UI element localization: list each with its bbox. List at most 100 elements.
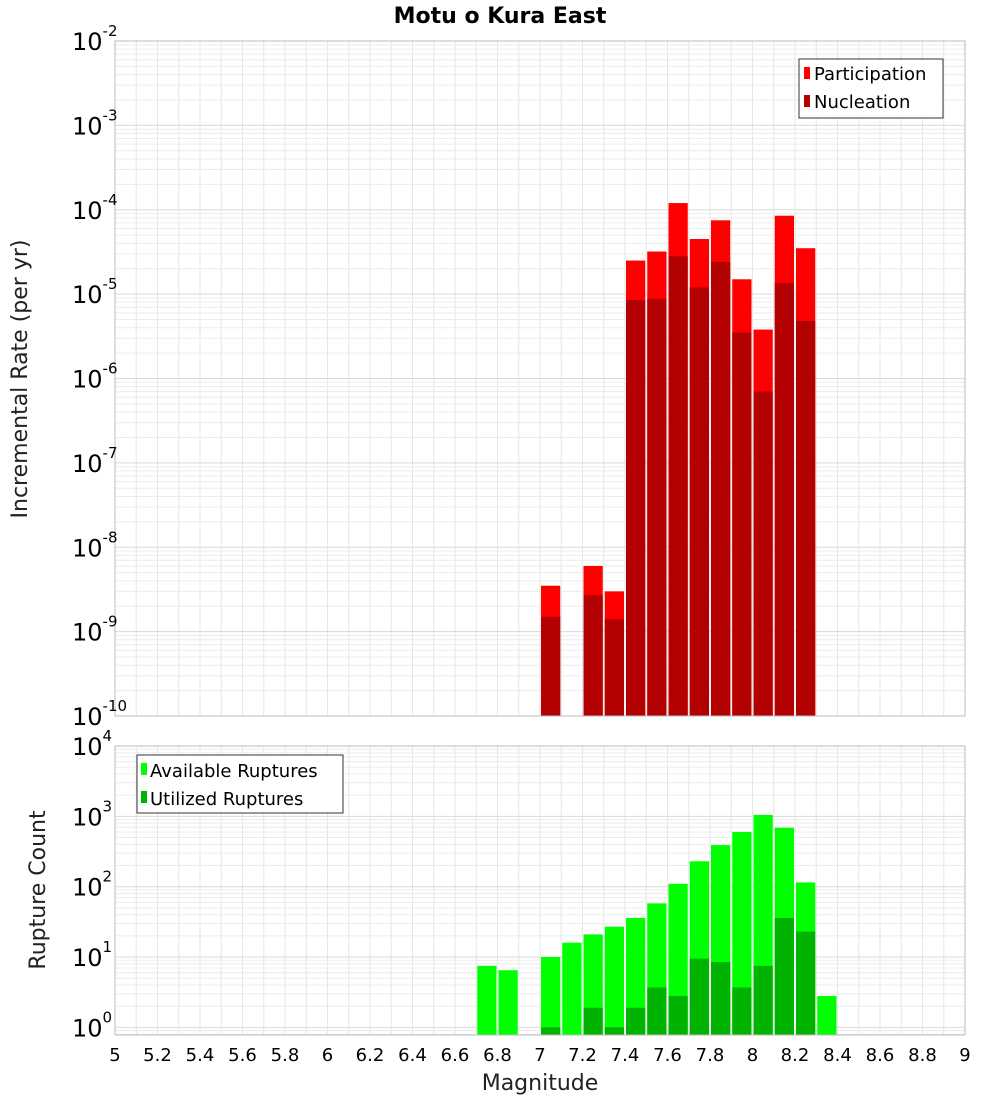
bar	[498, 970, 518, 1035]
x-tick-label: 8.6	[866, 1045, 895, 1066]
y-tick-exponent: 1	[103, 938, 113, 956]
bar	[583, 1007, 603, 1035]
legend-label-participation: Participation	[814, 64, 926, 85]
bar	[774, 283, 794, 716]
magnitude-axis: 5 5.2 5.4 5.6 5.8 6 6.2 6.4 6.6 6.8 7 7.2 7.4 7.6 7.8 8…	[109, 1045, 970, 1066]
y-tick-label: 101	[72, 938, 112, 972]
bar	[817, 995, 837, 1035]
bar	[774, 917, 794, 1035]
x-tick-label: 5.4	[186, 1045, 215, 1066]
legend-swatch-available	[141, 763, 147, 775]
y-tick-label: 10-3	[72, 106, 118, 140]
y-tick-exponent: 4	[103, 727, 113, 745]
bar	[647, 987, 667, 1035]
y-tick-label: 10-9	[72, 613, 118, 647]
bar	[626, 300, 646, 716]
x-tick-label: 7	[534, 1045, 545, 1066]
legend-label-nucleation: Nucleation	[814, 92, 910, 113]
y-tick-exponent: -6	[103, 360, 118, 378]
y-tick-exponent: -8	[103, 528, 118, 546]
x-tick-label: 7.4	[611, 1045, 640, 1066]
bar	[732, 987, 752, 1035]
legend-swatch-nucleation	[804, 95, 810, 107]
bar	[626, 917, 646, 1035]
y-tick-label: 104	[72, 727, 112, 761]
x-tick-label: 6.4	[398, 1045, 427, 1066]
y-tick-label: 103	[72, 797, 112, 831]
y-tick-label: 10-7	[72, 444, 118, 478]
series-front	[541, 917, 816, 1035]
x-tick-label: 7.8	[696, 1045, 725, 1066]
y-tick-label: 10-5	[72, 275, 118, 309]
legend-label-available: Available Ruptures	[150, 761, 318, 782]
bar	[689, 287, 709, 716]
legend-label-utilized: Utilized Ruptures	[150, 789, 303, 810]
legend-swatch-utilized	[141, 791, 147, 803]
x-tick-label: 6.6	[441, 1045, 470, 1066]
bar	[753, 391, 773, 716]
x-tick-label: 6.8	[483, 1045, 512, 1066]
bar	[583, 595, 603, 716]
bar	[796, 931, 816, 1035]
y-tick-exponent: -4	[103, 191, 118, 209]
y-tick-exponent: -7	[103, 444, 118, 462]
chart-title: Motu o Kura East	[394, 4, 607, 29]
x-tick-label: 8.2	[781, 1045, 810, 1066]
y-tick-label: 10-8	[72, 528, 118, 562]
bar	[477, 965, 497, 1035]
bar	[668, 256, 688, 716]
y-tick-label: 10-10	[72, 697, 127, 731]
x-tick-label: 7.2	[568, 1045, 597, 1066]
bar	[711, 962, 731, 1035]
bar	[541, 1027, 561, 1035]
grid	[114, 745, 966, 1035]
bottom-y-axis-label: Rupture Count	[26, 810, 51, 970]
bar	[753, 965, 773, 1035]
x-tick-label: 5.6	[228, 1045, 257, 1066]
bar	[562, 942, 582, 1035]
x-tick-label: 5.8	[271, 1045, 300, 1066]
plot-frame	[114, 745, 966, 1036]
y-tick-label: 100	[72, 1008, 112, 1042]
x-tick-label: 9	[959, 1045, 970, 1066]
x-tick-label: 6.2	[356, 1045, 385, 1066]
y-tick-exponent: 0	[103, 1008, 113, 1026]
x-tick-label: 8.8	[908, 1045, 937, 1066]
top-legend: Participation Nucleation	[798, 58, 944, 119]
plot-frame	[114, 40, 966, 717]
x-tick-label: 7.6	[653, 1045, 682, 1066]
bar	[668, 995, 688, 1035]
y-tick-exponent: -3	[103, 106, 118, 124]
series-front	[541, 256, 816, 716]
x-tick-label: 8	[747, 1045, 758, 1066]
y-tick-exponent: -5	[103, 275, 118, 293]
bar	[711, 262, 731, 716]
bar	[732, 332, 752, 716]
bar	[647, 298, 667, 716]
y-tick-exponent: 2	[103, 868, 113, 886]
bar	[604, 1027, 624, 1035]
x-tick-label: 6	[322, 1045, 333, 1066]
x-tick-label: 8.4	[823, 1045, 852, 1066]
grid	[114, 40, 966, 717]
y-tick-label: 10-6	[72, 360, 118, 394]
bar	[604, 926, 624, 1035]
bar	[626, 1007, 646, 1035]
incremental-rate-panel: 10-10 10-9 10-8 10-7 10-6 10-5 10-4 10-3 10-2	[72, 22, 966, 731]
y-tick-exponent: -2	[103, 22, 118, 40]
legend-box	[798, 58, 944, 119]
bar	[732, 831, 752, 1035]
legend-box	[136, 754, 344, 814]
bar	[541, 616, 561, 716]
y-tick-label: 10-4	[72, 191, 118, 225]
bottom-legend: Available Ruptures Utilized Ruptures	[136, 754, 344, 814]
bar	[541, 957, 561, 1035]
x-axis-label: Magnitude	[482, 1071, 599, 1096]
y-tick-exponent: 3	[103, 797, 113, 815]
bar	[689, 958, 709, 1035]
y-tick-exponent: -10	[103, 697, 128, 715]
y-tick-exponent: -9	[103, 613, 118, 631]
x-tick-label: 5.2	[143, 1045, 172, 1066]
